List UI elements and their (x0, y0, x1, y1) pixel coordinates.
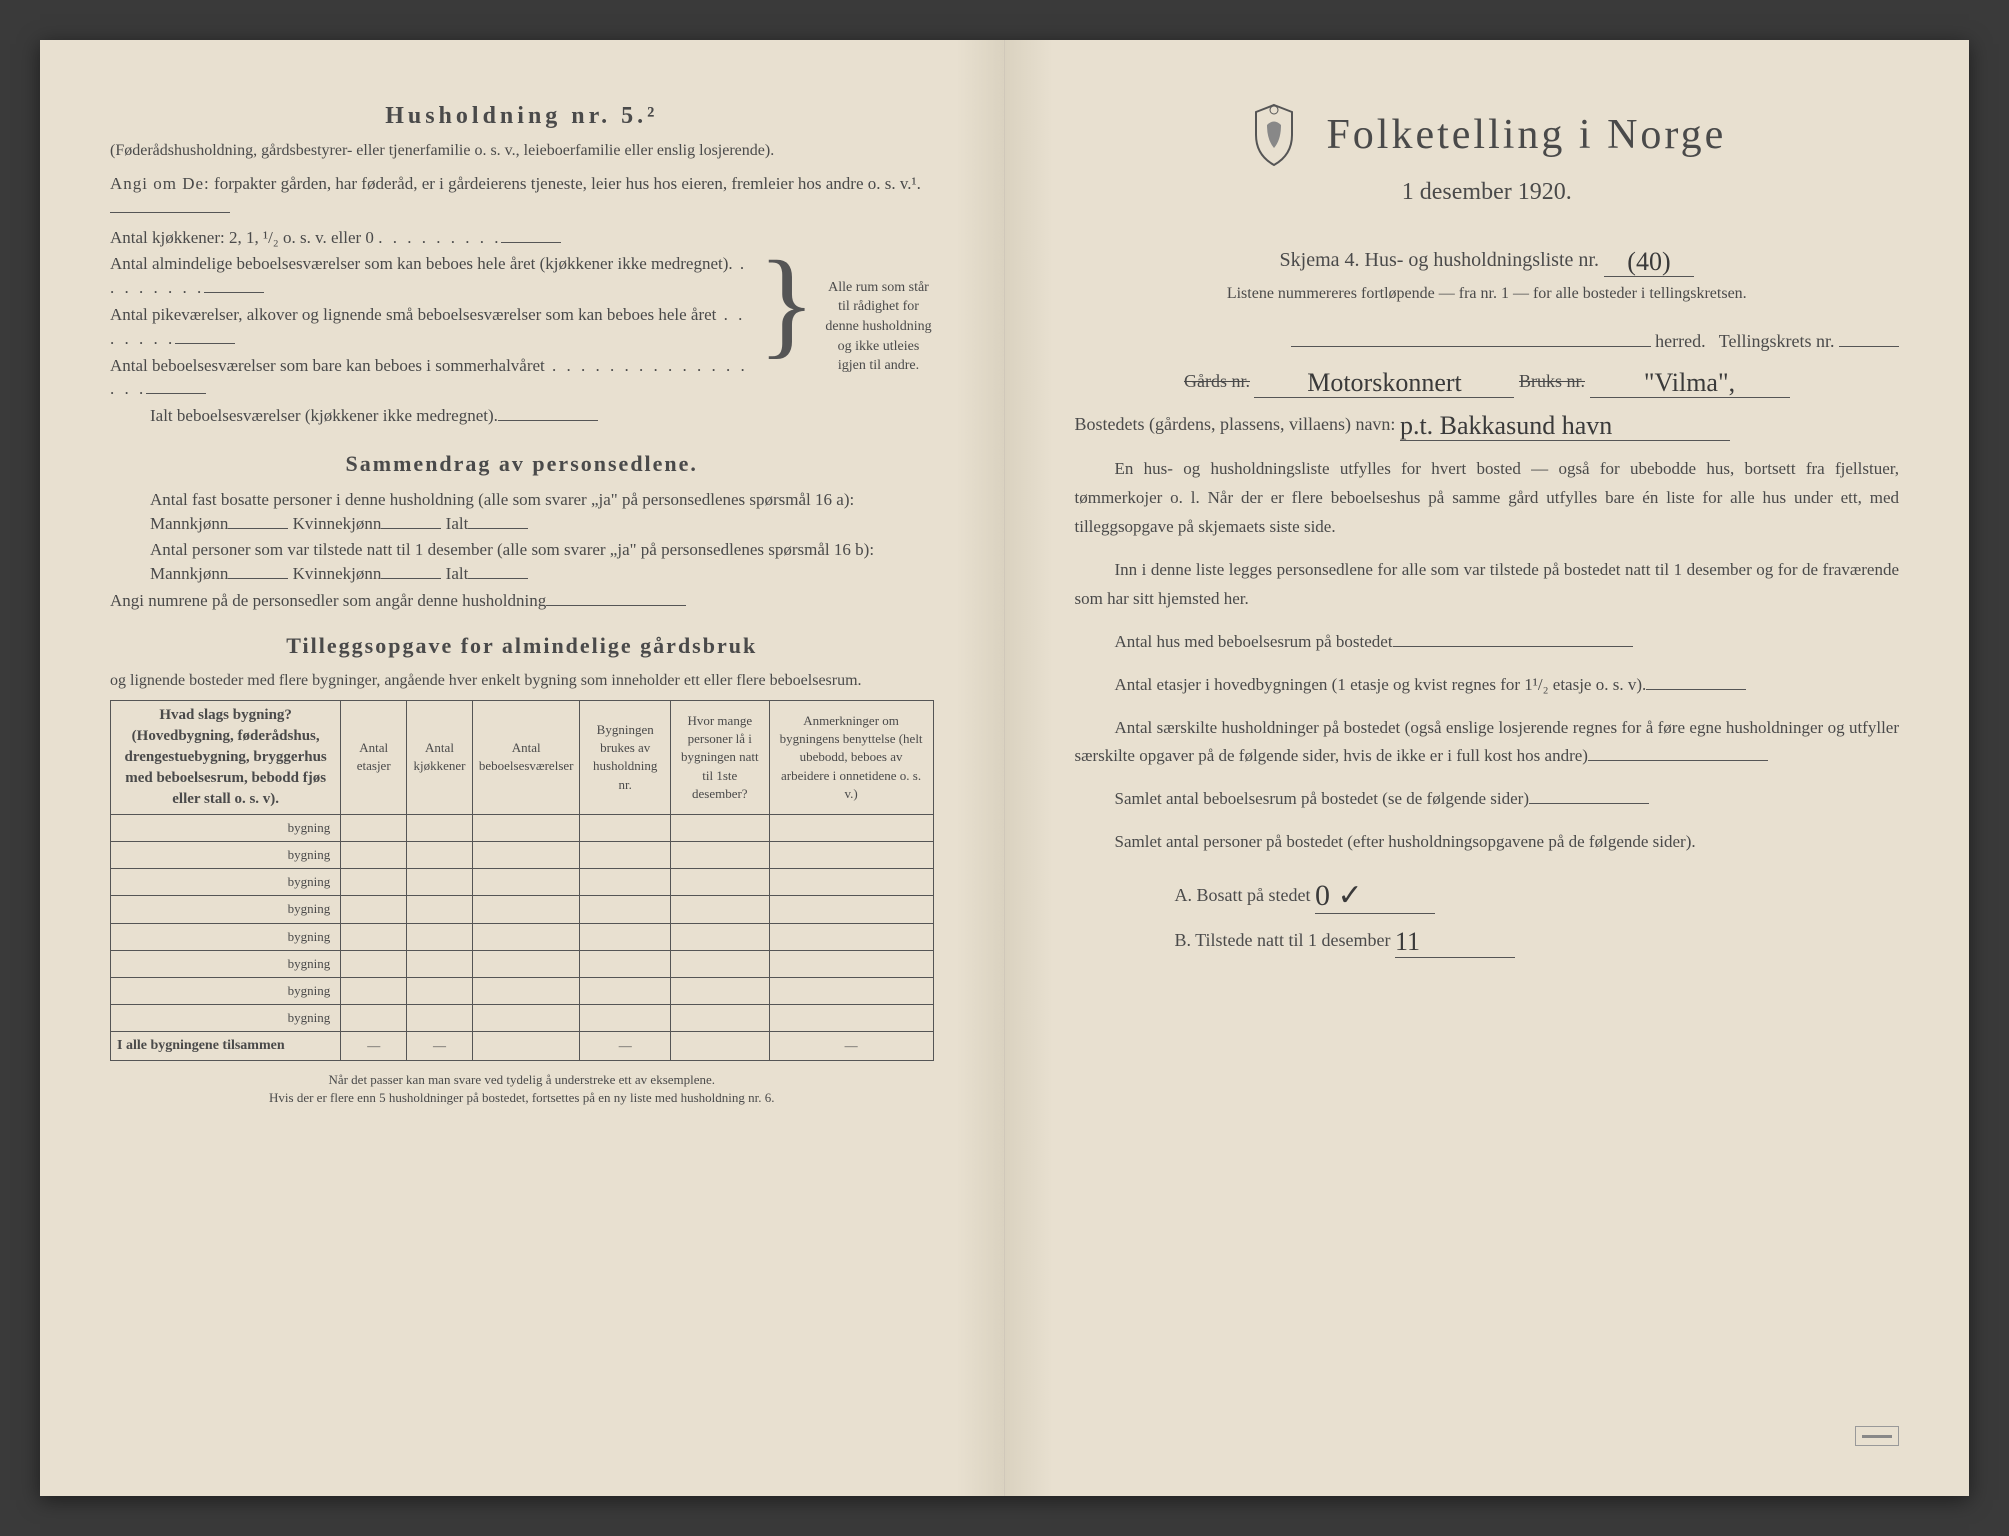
kitchen-row: Antal kjøkkener: 2, 1, ¹/₂ o. s. v. elle… (110, 226, 750, 250)
listene-note: Listene nummereres fortløpende — fra nr.… (1075, 283, 1900, 305)
building-table: Hvad slags bygning? (Hovedbygning, føder… (110, 700, 934, 1061)
rooms-block: Antal kjøkkener: 2, 1, ¹/₂ o. s. v. elle… (110, 223, 934, 431)
skjema-row: Skjema 4. Hus- og husholdningsliste nr. … (1075, 240, 1900, 277)
rooms-row-0: Antal almindelige beboelsesværelser som … (110, 252, 750, 300)
tillegg-heading: Tilleggsopgave for almindelige gårdsbruk (110, 631, 934, 662)
title-date: 1 desember 1920. (1075, 176, 1900, 210)
bosted-row: Bostedets (gårdens, plassens, villaens) … (1075, 404, 1900, 441)
document-spread: Husholdning nr. 5.² (Føderådshusholdning… (40, 40, 1969, 1496)
s2-line1: Antal fast bosatte personer i denne hush… (150, 488, 934, 536)
household-heading: Husholdning nr. 5.² (110, 100, 934, 134)
table-row: bygning (111, 978, 934, 1005)
table-footer-row: I alle bygningene tilsammen ———— (111, 1032, 934, 1061)
q4: Samlet antal beboelsesrum på bostedet (s… (1075, 785, 1900, 814)
tillegg-sub: og lignende bosteder med flere bygninger… (110, 670, 934, 692)
household-subheading: (Føderådshusholdning, gårdsbestyrer- ell… (110, 140, 934, 162)
bruks-val: "Vilma", (1644, 368, 1735, 397)
title-block: Folketelling i Norge 1 desember 1920. (1075, 100, 1900, 210)
rooms-total: Ialt beboelsesværelser (kjøkkener ikke m… (150, 404, 750, 428)
left-page: Husholdning nr. 5.² (Føderådshusholdning… (40, 40, 1005, 1496)
summary-heading: Sammendrag av personsedlene. (110, 449, 934, 480)
table-header-row: Hvad slags bygning? (Hovedbygning, føder… (111, 700, 934, 814)
qA: A. Bosatt på stedet 0 ✓ (1175, 871, 1900, 914)
angi-label: Angi om De: (110, 174, 210, 193)
rooms-row-1: Antal pikeværelser, alkover og lignende … (110, 303, 750, 351)
qB-val: 11 (1395, 927, 1420, 956)
table-row: bygning (111, 950, 934, 977)
table-row: bygning (111, 923, 934, 950)
coat-of-arms-icon (1247, 100, 1302, 170)
qB: B. Tilstede natt til 1 desember 11 (1175, 920, 1900, 957)
herred-row: herred. Tellingskrets nr. (1075, 329, 1900, 354)
angi-text: forpakter gården, har føderåd, er i gård… (214, 174, 921, 193)
right-page: Folketelling i Norge 1 desember 1920. Sk… (1005, 40, 1970, 1496)
table-row: bygning (111, 814, 934, 841)
table-row: bygning (111, 842, 934, 869)
s2-line2: Antal personer som var tilstede natt til… (150, 538, 934, 586)
q3: Antal særskilte husholdninger på bostede… (1075, 714, 1900, 772)
qA-val: 0 ✓ (1315, 879, 1363, 912)
footnote-1: Når det passer kan man svare ved tydelig… (110, 1071, 934, 1107)
gards-val: Motorskonnert (1307, 368, 1462, 397)
angi-row: Angi om De: forpakter gården, har føderå… (110, 172, 934, 220)
skjema-nr: (40) (1627, 247, 1670, 276)
table-row: bygning (111, 896, 934, 923)
brace-icon: } (750, 223, 824, 431)
table-row: bygning (111, 1005, 934, 1032)
angi-blank (110, 212, 230, 213)
bosted-val: p.t. Bakkasund havn (1400, 411, 1612, 440)
printer-mark: ▬▬▬ (1855, 1426, 1899, 1446)
main-title: Folketelling i Norge (1326, 106, 1726, 165)
s2-line3: Angi numrene på de personsedler som angå… (110, 589, 934, 613)
rooms-row-2: Antal beboelsesværelser som bare kan beb… (110, 354, 750, 402)
table-row: bygning (111, 869, 934, 896)
brace-text: Alle rum som står til rådighet for denne… (824, 223, 934, 431)
q5: Samlet antal personer på bostedet (efter… (1075, 828, 1900, 857)
q1: Antal hus med beboelsesrum på bostedet (1075, 628, 1900, 657)
para1: En hus- og husholdningsliste utfylles fo… (1075, 455, 1900, 542)
para2: Inn i denne liste legges personsedlene f… (1075, 556, 1900, 614)
q2: Antal etasjer i hovedbygningen (1 etasje… (1075, 671, 1900, 700)
gards-row: Gårds nr. Motorskonnert Bruks nr. "Vilma… (1075, 361, 1900, 398)
